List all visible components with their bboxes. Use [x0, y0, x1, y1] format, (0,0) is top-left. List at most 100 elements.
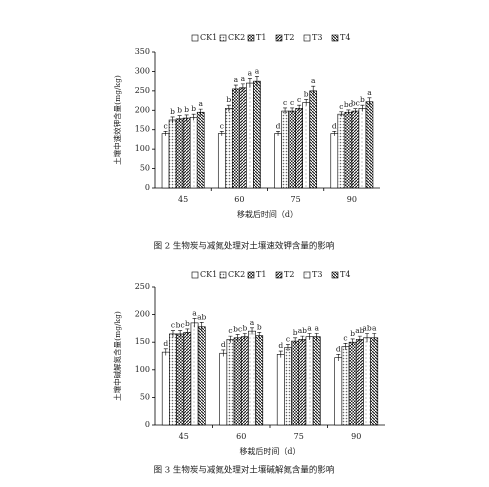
error-bar: [247, 78, 252, 88]
bar: [351, 110, 360, 189]
y-tick-label: 350: [135, 47, 150, 56]
significance-letter: b: [360, 95, 365, 104]
significance-letter: d: [336, 344, 341, 353]
bar: [248, 330, 256, 426]
error-bar: [276, 130, 281, 136]
error-bar: [343, 343, 348, 350]
bar: [312, 336, 321, 426]
y-tick-label: 250: [135, 282, 150, 291]
x-tick-label: 60: [234, 195, 244, 204]
significance-letter: a: [367, 88, 372, 97]
bar: [233, 337, 242, 426]
legend-label: T1: [256, 33, 266, 42]
legend-swatch: [303, 271, 311, 279]
bar: [239, 87, 247, 189]
y-tick-label: 200: [135, 105, 150, 114]
y-tick-label: 100: [135, 365, 150, 374]
bar: [305, 336, 314, 426]
y-tick-label: 50: [140, 164, 150, 173]
significance-letter: ab: [197, 312, 206, 321]
significance-letter: d: [278, 341, 283, 350]
significance-letter: c: [220, 121, 224, 130]
x-tick-label: 75: [291, 195, 301, 204]
significance-letter: a: [311, 76, 316, 85]
error-bar: [192, 318, 197, 328]
legend-swatch: [191, 271, 199, 279]
error-bar: [184, 114, 189, 122]
y-tick-label: 100: [135, 144, 150, 153]
significance-letter: a: [198, 99, 203, 108]
significance-letter: b: [242, 323, 247, 332]
x-tick-label: 45: [178, 195, 188, 204]
error-bar: [353, 108, 358, 114]
error-bar: [367, 97, 372, 106]
significance-letter: b: [257, 322, 262, 331]
bar: [370, 337, 379, 426]
significance-letter: c: [339, 102, 343, 111]
legend-swatch: [219, 34, 227, 42]
bar: [274, 133, 282, 189]
significance-letter: b: [185, 319, 190, 328]
significance-letter: b: [304, 89, 309, 98]
bar: [281, 110, 289, 189]
bar: [284, 347, 292, 426]
bar: [219, 352, 228, 426]
error-bar: [339, 111, 344, 117]
y-axis-title: 土壤中速效钾含量(mg/kg): [112, 75, 122, 165]
error-bar: [300, 335, 305, 343]
error-bar: [199, 322, 204, 332]
legend-swatch: [303, 34, 311, 42]
y-tick-label: 0: [145, 420, 150, 429]
bar: [183, 331, 192, 426]
y-tick-label: 150: [135, 337, 150, 346]
significance-letter: b: [170, 107, 175, 116]
significance-letter: a: [234, 75, 239, 84]
bar: [365, 101, 374, 189]
error-bar: [228, 335, 233, 343]
significance-letter: d: [221, 340, 226, 349]
error-bar: [372, 333, 377, 343]
legend-swatch: [331, 34, 339, 42]
y-tick-label: 250: [135, 86, 150, 95]
significance-letter: c: [286, 334, 290, 343]
bar: [225, 108, 233, 189]
significance-letter: a: [372, 323, 377, 332]
figure-caption: 图 2 生物炭与减氮处理对土壤速效钾含量的影响: [154, 241, 335, 252]
error-bar: [346, 109, 351, 115]
significance-letter: a: [255, 66, 260, 75]
error-bar: [170, 330, 175, 338]
bar: [298, 339, 307, 426]
bar: [168, 119, 177, 189]
significance-letter: ab: [362, 323, 371, 332]
bar: [330, 133, 339, 189]
error-bar: [240, 83, 245, 92]
significance-letter: c: [343, 333, 347, 342]
bar: [197, 326, 206, 426]
bar: [334, 357, 343, 426]
x-axis-title: 移栽后时间（d）: [237, 209, 298, 219]
legend-swatch: [247, 271, 255, 279]
bar: [240, 336, 249, 426]
significance-letter: bc: [176, 321, 185, 330]
error-bar: [257, 331, 262, 339]
significance-letter: c: [283, 98, 287, 107]
error-bar: [357, 335, 362, 343]
legend-label: CK2: [228, 270, 245, 279]
legend-swatch: [247, 34, 255, 42]
significance-letter: ab: [355, 326, 364, 335]
bar: [288, 110, 296, 189]
significance-letter: a: [192, 308, 197, 317]
bar: [226, 339, 235, 426]
bar: [341, 346, 350, 426]
bar: [169, 333, 177, 426]
error-bar: [307, 333, 312, 340]
error-bar: [185, 328, 190, 336]
bar: [189, 116, 198, 189]
significance-letter: bc: [351, 99, 360, 108]
legend-label: T4: [340, 270, 350, 279]
error-bar: [250, 327, 255, 335]
error-bar: [304, 99, 309, 106]
significance-letter: a: [314, 323, 319, 332]
error-bar: [219, 130, 224, 136]
